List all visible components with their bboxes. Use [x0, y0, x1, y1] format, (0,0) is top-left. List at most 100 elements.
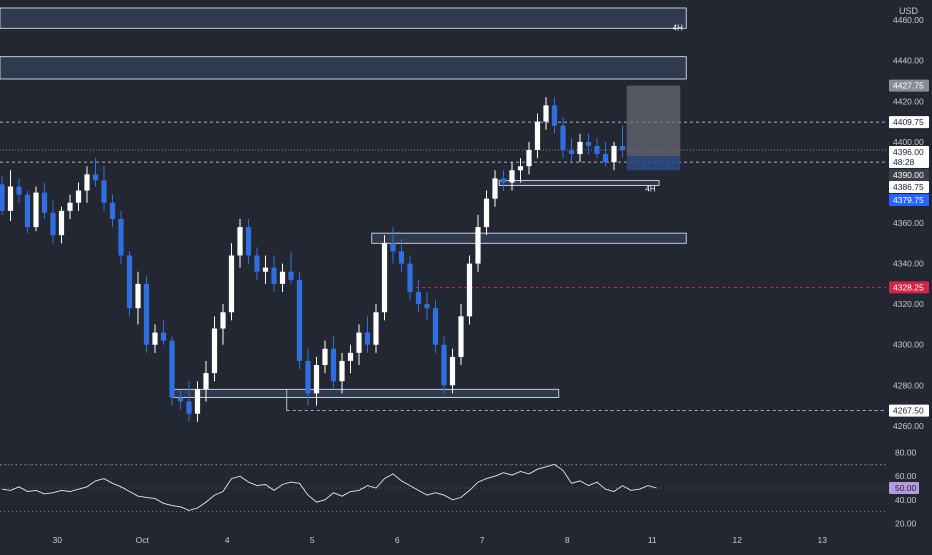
candle-up: [75, 190, 82, 203]
candle-up: [483, 198, 490, 228]
price-tick-label: 4340.00: [893, 259, 924, 269]
candle-down: [169, 340, 175, 398]
candle-up: [534, 121, 541, 150]
candle-down: [441, 344, 447, 386]
candle-up: [509, 170, 515, 183]
rsi-tick-label: 60.00: [895, 471, 917, 481]
candle-up: [347, 352, 354, 361]
candle-down: [186, 401, 192, 414]
candle-down: [0, 184, 5, 211]
candle-down: [330, 348, 337, 382]
price-label-text: 4328.25: [893, 282, 924, 292]
candle-up: [313, 365, 320, 394]
time-tick-label: 13: [818, 535, 828, 545]
price-label-box: [889, 169, 929, 181]
price-tick-label: 4400.00: [893, 137, 924, 147]
projection-layer: [626, 85, 681, 171]
time-axis[interactable]: 30 Oct 4 5 6 7 8 11 12 13: [53, 535, 828, 545]
price-tick-label: 4460.00: [893, 15, 924, 25]
candle-up: [526, 149, 532, 167]
rsi-tick-label: 40.00: [895, 495, 917, 505]
candle-down: [41, 192, 48, 213]
candle-up: [58, 210, 65, 236]
zone-timeframe-label: 4H: [645, 185, 655, 194]
candle-up: [322, 348, 328, 366]
price-tick-label: 4320.00: [893, 299, 924, 309]
price-label-box: [889, 281, 929, 294]
candle-up: [67, 202, 73, 211]
rsi-tick-label: 80.00: [895, 448, 917, 458]
candle-up: [475, 227, 481, 264]
candle-down: [390, 243, 396, 252]
candle-down: [50, 212, 56, 236]
price-tick-label: 4440.00: [893, 56, 924, 66]
price-label-text: 48:28: [893, 157, 915, 167]
candle-down: [407, 263, 413, 292]
candle-up: [135, 283, 141, 309]
price-tick-label: 4360.00: [893, 218, 924, 228]
zone-box: [498, 179, 660, 186]
candle-down: [101, 180, 107, 203]
time-tick-label: 11: [648, 535, 657, 545]
candle-up: [339, 360, 345, 382]
levels-layer: [0, 121, 886, 412]
candle-up: [466, 263, 473, 317]
price-label-box: [889, 156, 929, 168]
candle-down: [432, 308, 439, 345]
candle-down: [602, 154, 609, 163]
candle-down: [585, 141, 592, 146]
candle-down: [594, 145, 600, 155]
time-tick-label: 30: [53, 535, 63, 545]
candle-up: [279, 271, 286, 284]
candle-up: [611, 145, 617, 163]
price-label-text: 4409.75: [893, 117, 924, 127]
price-label-box: [889, 146, 929, 158]
price-label-text: 4267.50: [893, 406, 924, 416]
candle-up: [458, 316, 464, 357]
candle-up: [262, 267, 269, 272]
price-label-box: [889, 116, 929, 129]
candle-up: [152, 332, 158, 345]
candle-down: [415, 291, 422, 305]
rsi-current-label: 50.00: [895, 483, 917, 493]
price-label-text: 4427.75: [893, 81, 924, 91]
zone-box: [371, 232, 687, 244]
currency-label: USD: [899, 6, 919, 16]
candle-up: [517, 166, 524, 171]
candle-down: [288, 271, 294, 280]
candle-down: [109, 202, 116, 219]
candle-up: [220, 312, 226, 329]
candle-down: [424, 304, 430, 309]
candle-up: [228, 255, 235, 313]
candle-down: [126, 255, 133, 309]
candle-up: [577, 141, 583, 155]
time-tick-label: Oct: [136, 535, 150, 545]
candle-down: [143, 283, 150, 345]
candle-up: [449, 356, 456, 386]
price-tick-label: 4300.00: [893, 340, 924, 350]
candle-down: [364, 332, 371, 345]
price-tick-label: 4260.00: [893, 421, 924, 431]
price-label-box: [889, 194, 929, 206]
rsi-tick-label: 20.00: [895, 518, 917, 528]
candle-down: [16, 186, 22, 195]
candle-up: [381, 243, 388, 313]
candle-up: [356, 332, 362, 353]
time-tick-label: 5: [310, 535, 315, 545]
zone-box: [171, 388, 560, 398]
candle-up: [33, 192, 39, 228]
price-label-text: 4396.00: [893, 147, 924, 157]
rsi-line: [1, 464, 657, 511]
candle-down: [568, 149, 575, 155]
candle-down: [245, 227, 252, 256]
candle-up: [373, 312, 379, 345]
candle-down: [24, 194, 31, 228]
candle-up: [543, 105, 549, 122]
candle-up: [194, 389, 201, 414]
zone-box: [0, 7, 687, 29]
time-tick-label: 4: [225, 535, 230, 545]
